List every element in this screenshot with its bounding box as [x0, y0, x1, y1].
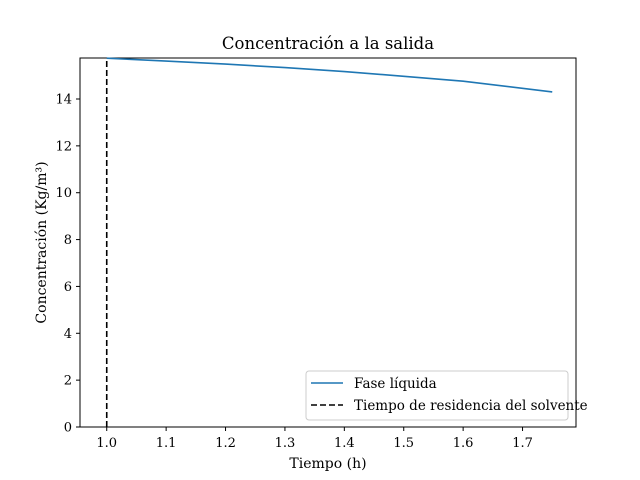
y-tick-label: 14 — [55, 93, 72, 108]
legend: Fase líquida Tiempo de residencia del so… — [305, 370, 588, 421]
y-axis-label: Concentración (Kg/m³) — [34, 161, 50, 323]
y-tick-label: 0 — [64, 421, 72, 436]
x-tick-label: 1.7 — [512, 436, 533, 451]
legend-label-tiempo-residencia: Tiempo de residencia del solvente — [354, 398, 588, 414]
x-tick-label: 1.5 — [393, 436, 414, 451]
y-tick-label: 12 — [55, 139, 72, 154]
x-axis-label: Tiempo (h) — [289, 456, 366, 472]
x-tick-label: 1.1 — [156, 436, 177, 451]
series-layer — [105, 57, 553, 427]
y-tick-label: 2 — [64, 374, 72, 389]
x-tick-label: 1.4 — [334, 436, 355, 451]
y-tick-label: 6 — [64, 280, 72, 295]
plot-area-frame — [79, 57, 577, 428]
legend-box — [305, 370, 569, 421]
x-tick-label: 1.0 — [96, 436, 117, 451]
y-axis-ticks: 0 2 4 6 8 10 12 14 — [55, 93, 80, 436]
y-tick-label: 10 — [55, 186, 72, 201]
x-tick-label: 1.6 — [453, 436, 474, 451]
chart-title: Concentración a la salida — [222, 34, 434, 53]
x-tick-label: 1.2 — [215, 436, 236, 451]
series-line-fase-liquida — [106, 57, 553, 93]
y-tick-label: 8 — [64, 233, 72, 248]
y-tick-label: 4 — [64, 327, 72, 342]
x-tick-label: 1.3 — [275, 436, 296, 451]
legend-label-fase-liquida: Fase líquida — [354, 376, 437, 392]
x-axis-ticks: 1.0 1.1 1.2 1.3 1.4 1.5 1.6 1.7 — [96, 427, 533, 451]
